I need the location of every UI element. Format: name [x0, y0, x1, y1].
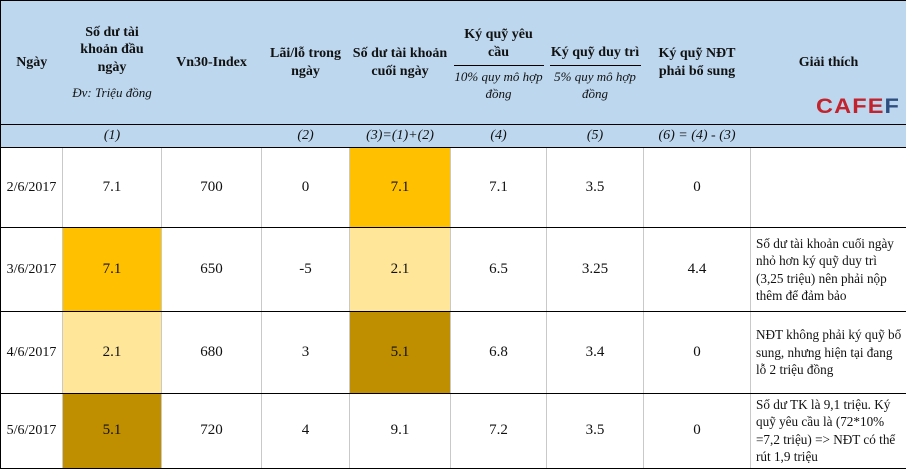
col-label-underlined: Ký quỹ duy trì	[549, 23, 641, 67]
col-header-ky-quy-yeu-cau: Ký quỹ yêu cầu 10% quy mô hợp đồng	[450, 0, 547, 125]
col-sub-note: 10% quy mô hợp đồng	[454, 69, 543, 101]
cell-vn30: 680	[161, 311, 262, 394]
cafef-logo-blue: F	[884, 95, 900, 118]
col-label: Vn30-Index	[176, 54, 247, 70]
col-sub-note: 5% quy mô hợp đồng	[554, 69, 636, 101]
cell-margin-topup: 0	[643, 147, 751, 228]
col-label: Lãi/lỗ trong ngày	[270, 46, 341, 79]
cell-opening-balance: 5.1	[62, 393, 162, 469]
cell-margin-topup: 4.4	[643, 227, 751, 312]
col-label: Số dư tài khoản đầu ngày	[80, 24, 144, 75]
cell-explanation: Số dư tài khoản cuối ngày nhỏ hơn ký quỹ…	[750, 227, 906, 312]
cafef-logo: CAFEF	[816, 96, 900, 117]
cell-margin-required: 6.8	[450, 311, 547, 394]
table-row: 4/6/2017 2.1 680 3 5.1 6.8 3.4 0 NĐT khô…	[0, 311, 906, 394]
cell-opening-balance: 7.1	[62, 227, 162, 312]
col-label: Ký quỹ yêu cầu	[464, 27, 533, 60]
cell-explanation: Số dư TK là 9,1 triệu. Ký quỹ yêu cầu là…	[750, 393, 906, 469]
cell-explanation: NĐT không phải ký quỹ bổ sung, nhưng hiệ…	[750, 311, 906, 394]
cell-vn30: 650	[161, 227, 262, 312]
col-label: Số dư tài khoản cuối ngày	[352, 46, 448, 79]
col-label: Ký quỹ duy trì	[550, 44, 640, 60]
col-label-underlined: Ký quỹ yêu cầu	[453, 23, 544, 67]
cell-pnl: -5	[261, 227, 350, 312]
table-body: 2/6/2017 7.1 700 0 7.1 7.1 3.5 0 3/6/201…	[0, 147, 906, 469]
col-header-so-du-cuoi-ngay: Số dư tài khoản cuối ngày	[349, 0, 451, 125]
header-row: Ngày Số dư tài khoản đầu ngày Đv: Triệu …	[0, 0, 906, 125]
cell-margin-required: 6.5	[450, 227, 547, 312]
cell-closing-balance: 2.1	[349, 227, 451, 312]
cell-date: 5/6/2017	[0, 393, 63, 469]
cell-vn30: 720	[161, 393, 262, 469]
formula-row: (1) (2) (3)=(1)+(2) (4) (5) (6) = (4) - …	[0, 124, 906, 148]
cell-margin-topup: 0	[643, 311, 751, 394]
col-header-giai-thich: Giải thích CAFEF	[750, 0, 906, 125]
cell-pnl: 3	[261, 311, 350, 394]
col-unit-note: Đv: Triệu đồng	[72, 85, 152, 101]
cell-date: 3/6/2017	[0, 227, 63, 312]
cell-pnl: 4	[261, 393, 350, 469]
cell-margin-maintenance: 3.5	[546, 393, 644, 469]
col-header-ngay: Ngày	[0, 0, 63, 125]
formula-cell: (3)=(1)+(2)	[349, 124, 451, 148]
col-label: Ngày	[16, 54, 48, 70]
cell-date: 4/6/2017	[0, 311, 63, 394]
col-header-ky-quy-duy-tri: Ký quỹ duy trì 5% quy mô hợp đồng	[546, 0, 644, 125]
formula-cell: (1)	[62, 124, 162, 148]
cell-date: 2/6/2017	[0, 147, 63, 228]
cell-opening-balance: 7.1	[62, 147, 162, 228]
cafef-logo-red: CAFE	[815, 95, 885, 118]
formula-cell	[0, 124, 63, 148]
cell-closing-balance: 5.1	[349, 311, 451, 394]
cell-explanation	[750, 147, 906, 228]
col-header-vn30-index: Vn30-Index	[161, 0, 262, 125]
cell-margin-topup: 0	[643, 393, 751, 469]
cell-margin-required: 7.2	[450, 393, 547, 469]
cell-vn30: 700	[161, 147, 262, 228]
cell-margin-maintenance: 3.25	[546, 227, 644, 312]
col-header-ky-quy-ndt-bo-sung: Ký quỹ NĐT phải bổ sung	[643, 0, 751, 125]
cell-closing-balance: 9.1	[349, 393, 451, 469]
cell-opening-balance: 2.1	[62, 311, 162, 394]
cell-margin-required: 7.1	[450, 147, 547, 228]
table-row: 3/6/2017 7.1 650 -5 2.1 6.5 3.25 4.4 Số …	[0, 227, 906, 312]
formula-cell: (2)	[261, 124, 350, 148]
col-label: Ký quỹ NĐT phải bổ sung	[658, 46, 736, 79]
cell-margin-maintenance: 3.4	[546, 311, 644, 394]
col-label: Giải thích	[798, 54, 859, 70]
cell-pnl: 0	[261, 147, 350, 228]
formula-cell	[161, 124, 262, 148]
col-header-lai-lo: Lãi/lỗ trong ngày	[261, 0, 350, 125]
cell-closing-balance: 7.1	[349, 147, 451, 228]
table-row: 5/6/2017 5.1 720 4 9.1 7.2 3.5 0 Số dư T…	[0, 393, 906, 469]
table-row: 2/6/2017 7.1 700 0 7.1 7.1 3.5 0	[0, 147, 906, 228]
formula-cell: (4)	[450, 124, 547, 148]
table-header: Ngày Số dư tài khoản đầu ngày Đv: Triệu …	[0, 0, 906, 148]
formula-cell: (5)	[546, 124, 644, 148]
cell-margin-maintenance: 3.5	[546, 147, 644, 228]
formula-cell	[750, 124, 906, 148]
col-header-so-du-dau-ngay: Số dư tài khoản đầu ngày Đv: Triệu đồng	[62, 0, 162, 125]
formula-cell: (6) = (4) - (3)	[643, 124, 751, 148]
